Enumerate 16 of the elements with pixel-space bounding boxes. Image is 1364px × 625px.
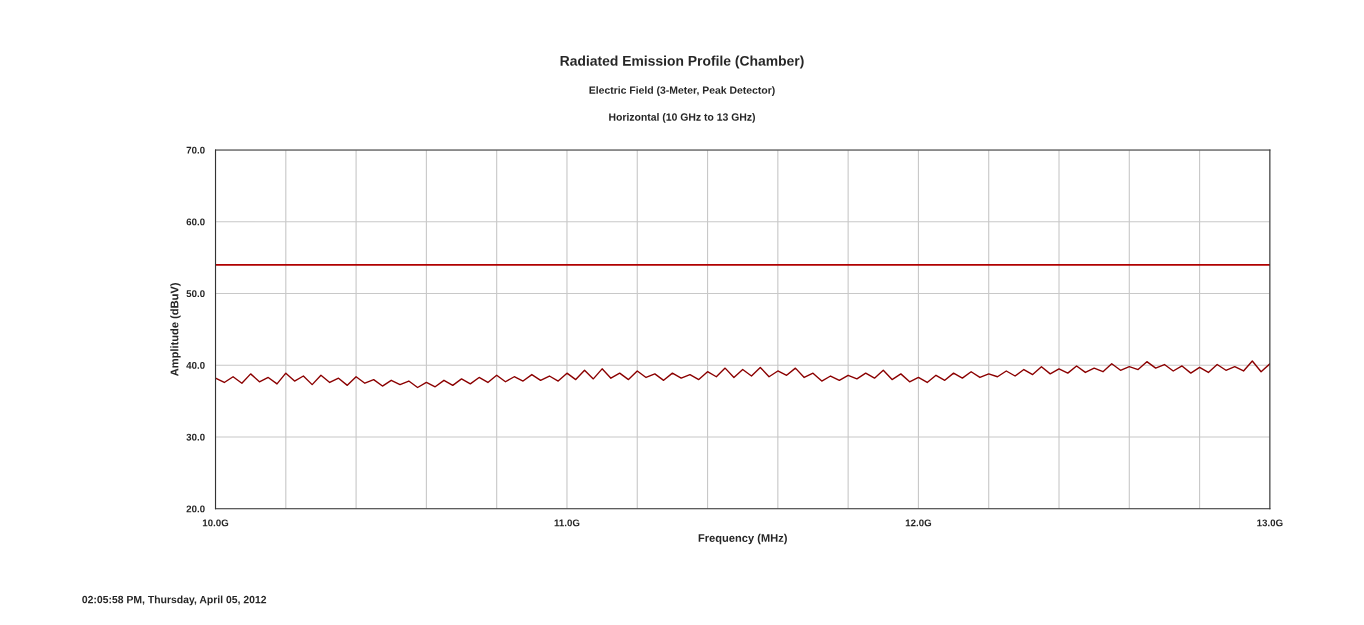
y-tick-label: 50.0: [186, 290, 205, 298]
x-tick-label: 11.0G: [554, 519, 580, 527]
y-tick-label: 30.0: [186, 433, 205, 441]
y-tick-label: 40.0: [186, 361, 205, 369]
x-tick-label: 10.0G: [202, 519, 229, 527]
y-tick-label: 70.0: [186, 146, 205, 154]
chart-title: Radiated Emission Profile (Chamber): [560, 55, 804, 69]
y-axis-title: Amplitude (dBuV): [170, 283, 181, 376]
x-tick-label: 12.0G: [905, 519, 932, 527]
line-series: [215, 360, 1270, 389]
y-tick-label: 60.0: [186, 218, 205, 226]
x-axis-title: Frequency (MHz): [698, 533, 787, 545]
x-tick-label: 13.0G: [1257, 519, 1283, 527]
text: Electric Field (3-Meter, Peak Detector) Horizontal (10 GHz to 13 GHz): [589, 86, 775, 123]
y-tick-label: 20.0: [186, 505, 205, 513]
text: 02:05:58 PM, Thursday, April 05, 2012: [82, 595, 267, 606]
